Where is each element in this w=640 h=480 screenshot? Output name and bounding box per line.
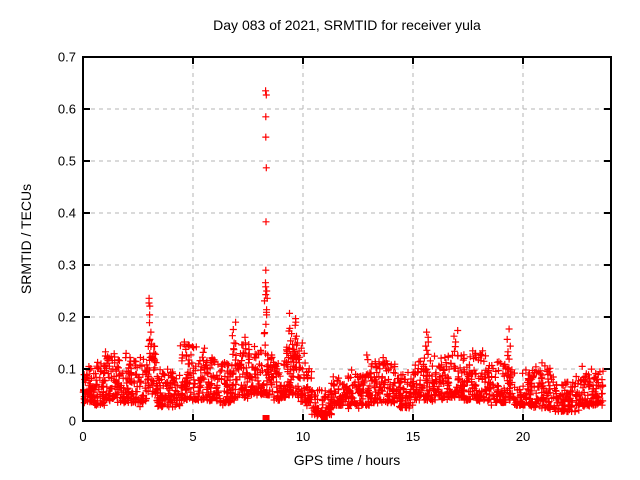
y-tick-label: 0.3 [58, 258, 76, 273]
x-axis-label: GPS time / hours [293, 452, 401, 468]
gridlines [83, 57, 611, 421]
x-tick-label: 15 [406, 429, 420, 444]
x-tick-label: 10 [296, 429, 310, 444]
y-tick-label: 0 [69, 414, 76, 429]
x-tick-labels: 0 5 10 15 20 [79, 429, 530, 444]
y-tick-label: 0.6 [58, 102, 76, 117]
y-tick-label: 0.1 [58, 362, 76, 377]
y-tick-label: 0.2 [58, 310, 76, 325]
x-tick-label: 5 [189, 429, 196, 444]
x-tick-label: 20 [516, 429, 530, 444]
y-tick-label: 0.5 [58, 154, 76, 169]
chart-title: Day 083 of 2021, SRMTID for receiver yul… [213, 17, 481, 33]
y-tick-label: 0.4 [58, 206, 76, 221]
axis-ticks [82, 56, 611, 422]
y-tick-label: 0.7 [58, 50, 76, 65]
plot-border [82, 56, 612, 422]
event-markers [262, 415, 328, 422]
y-tick-labels: 0 0.1 0.2 0.3 0.4 0.5 0.6 0.7 [58, 50, 76, 429]
scatter-points [79, 87, 607, 420]
x-tick-label: 0 [79, 429, 86, 444]
